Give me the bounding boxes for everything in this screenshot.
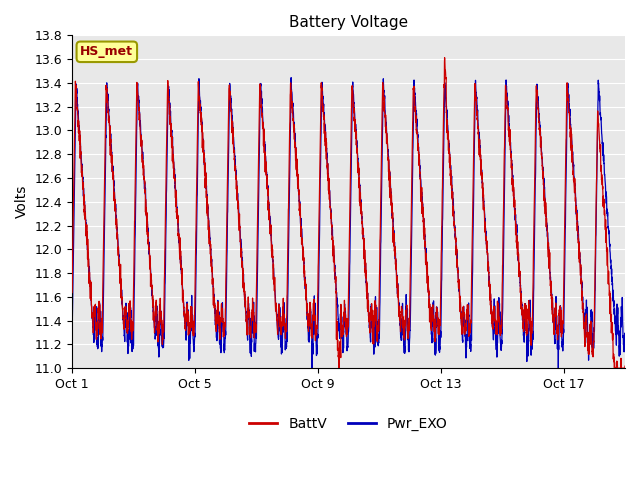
Legend: BattV, Pwr_EXO: BattV, Pwr_EXO xyxy=(244,412,453,437)
Title: Battery Voltage: Battery Voltage xyxy=(289,15,408,30)
Text: HS_met: HS_met xyxy=(81,45,133,58)
Y-axis label: Volts: Volts xyxy=(15,185,29,218)
